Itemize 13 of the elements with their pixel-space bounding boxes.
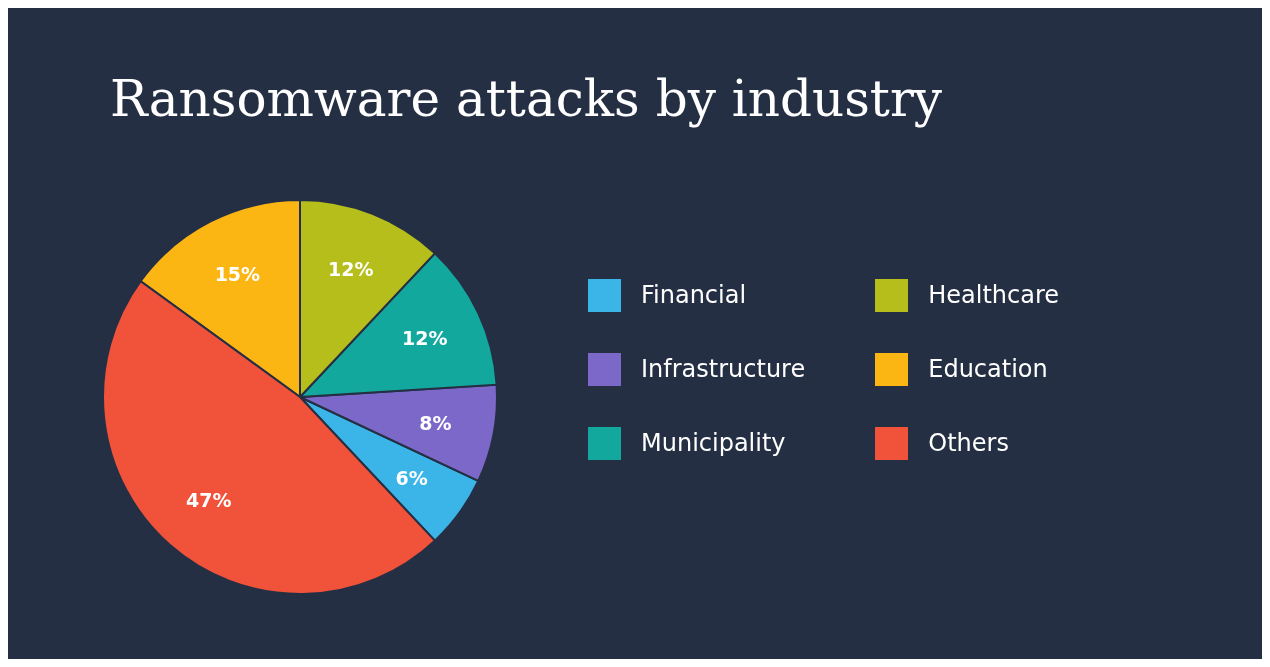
- data-label: 12%: [402, 327, 448, 350]
- data-label: 6%: [395, 467, 428, 490]
- legend-label: Others: [928, 429, 1009, 457]
- legend-label: Education: [928, 355, 1048, 383]
- data-label: 8%: [419, 411, 452, 434]
- legend-label: Healthcare: [928, 281, 1060, 309]
- data-label: 47%: [186, 489, 232, 512]
- data-label: 12%: [328, 257, 374, 280]
- chart-title: Ransomware attacks by industry: [110, 70, 943, 128]
- legend-label: Financial: [641, 281, 747, 309]
- data-label: 15%: [214, 263, 261, 286]
- legend-label: Infrastructure: [641, 355, 806, 383]
- legend-label: Municipality: [641, 429, 786, 457]
